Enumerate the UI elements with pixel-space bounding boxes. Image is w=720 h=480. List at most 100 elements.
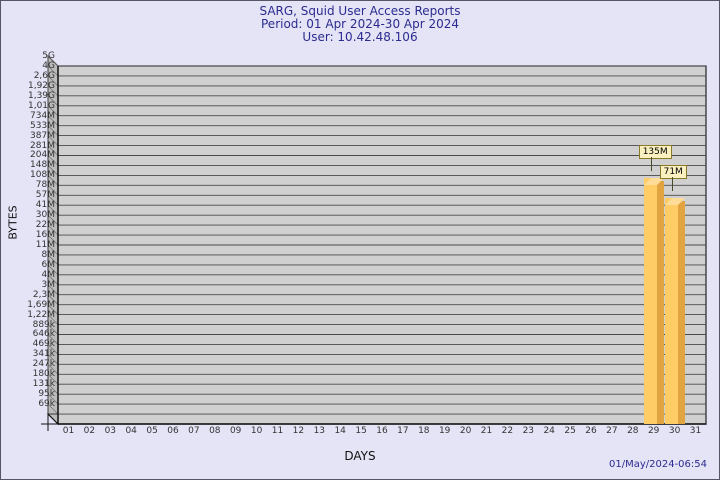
bar-value-label: 135M [638, 145, 672, 160]
x-tick-label: 20 [459, 426, 472, 436]
y-tick-label: 30M [35, 210, 55, 221]
y-tick-label: 180k [32, 369, 55, 380]
y-tick-label: 1,39G [27, 90, 55, 101]
bar-front-face [664, 198, 678, 424]
x-tick-label: 13 [313, 426, 326, 436]
y-tick-label: 95k [38, 389, 55, 400]
bar-front-face [643, 178, 657, 424]
y-tick-label: 734M [30, 110, 55, 121]
wall-tick [47, 105, 59, 116]
wall-tick [47, 175, 59, 186]
wall-tick [47, 294, 59, 305]
wall-tick [47, 274, 59, 286]
wall-tick [47, 373, 59, 385]
x-tick-label: 28 [627, 426, 639, 436]
y-tick-label: 131k [32, 379, 55, 390]
wall-tick [47, 334, 59, 345]
wall-tick [47, 354, 59, 365]
x-tick-label: 15 [355, 426, 367, 436]
x-tick-label: 29 [647, 426, 660, 436]
wall-tick [47, 85, 59, 97]
wall-tick [47, 55, 59, 67]
bar-value-stem [671, 177, 673, 192]
x-tick-label: 10 [250, 426, 263, 436]
y-tick-label: 4M [41, 269, 56, 280]
y-tick-label: 4G [42, 60, 55, 71]
x-tick-label: 31 [689, 426, 702, 436]
x-tick-label: 05 [146, 426, 158, 436]
y-tick-label: 889k [32, 319, 55, 330]
wall-tick [47, 383, 59, 395]
bar-side-face [677, 201, 685, 424]
bar-top-face [664, 191, 685, 206]
x-tick-label: 30 [668, 426, 681, 436]
y-tick-label: 1,01G [27, 100, 55, 111]
x-tick-label: 16 [376, 426, 388, 436]
bar-top-face [643, 171, 664, 186]
x-tick-label: 12 [292, 426, 305, 436]
wall-tick [47, 204, 59, 216]
wall-tick [47, 304, 59, 315]
y-tick-label: 108M [30, 170, 55, 181]
y-tick-label: 204M [30, 150, 55, 161]
y-tick-label: 5G [42, 51, 55, 61]
x-tick-label: 07 [188, 426, 200, 436]
wall-tick [47, 145, 59, 156]
y-axis-label: BYTES [6, 205, 20, 240]
wall-tick [47, 324, 59, 335]
wall-tick [47, 344, 59, 355]
y-tick-label: 247k [32, 359, 55, 370]
wall-tick [47, 264, 59, 276]
y-tick-label: 8M [41, 249, 56, 260]
x-tick-label: 06 [167, 426, 179, 436]
bar [664, 191, 685, 424]
wall-tick [47, 224, 59, 236]
wall-tick [47, 135, 59, 146]
y-tick-label: 78M [35, 180, 55, 191]
wall-tick [47, 115, 59, 126]
y-tick-label: 341k [32, 349, 55, 360]
wall-tick [47, 95, 59, 107]
wall-tick [47, 155, 59, 166]
wall-tick [47, 244, 59, 256]
chart-title-block: SARG, Squid User Access Reports Period: … [1, 5, 719, 44]
wall-tick [47, 165, 59, 176]
y-tick-label: 646k [32, 329, 55, 340]
wall-tick [47, 393, 59, 405]
x-tick-label: 26 [585, 426, 597, 436]
y-tick-label: 148M [30, 160, 55, 171]
wall-tick [47, 254, 59, 266]
x-axis-ticks: 01 02 03 04 05 06 07 08 09 10 11 12 13 14 15 16 17 18 19 20… [1, 427, 719, 443]
bar-side-face [656, 181, 664, 424]
y-tick-label: 41M [35, 200, 55, 211]
y-tick-label: 6M [41, 259, 56, 270]
wall-tick [47, 364, 59, 375]
y-tick-label: 1,22M [27, 309, 55, 320]
wall-tick [47, 65, 59, 77]
y-tick-label: 22M [35, 220, 55, 231]
y-axis-ticks: 5G 4G 2,6G 1,92G 1,39G 1,01G 734M 533M 387M 281M 2… [1, 1, 55, 441]
x-tick-label: 09 [229, 426, 242, 436]
bar-value-stem [650, 157, 652, 172]
x-tick-label: 17 [397, 426, 409, 436]
wall-tick [47, 185, 59, 196]
x-tick-label: 23 [522, 426, 535, 436]
report-user: User: 10.42.48.106 [302, 30, 418, 44]
x-tick-label: 27 [606, 426, 618, 436]
wall-tick [47, 403, 59, 415]
x-tick-label: 03 [104, 426, 117, 436]
y-tick-label: 1,69M [27, 299, 55, 310]
y-tick-label: 281M [30, 140, 55, 151]
x-tick-label: 14 [334, 426, 346, 436]
y-tick-label: 11M [35, 239, 55, 250]
wall-tick [47, 125, 59, 136]
wall-tick [47, 194, 59, 206]
x-tick-label: 22 [501, 426, 514, 436]
y-tick-label: 2,6G [33, 70, 55, 81]
generated-timestamp: 01/May/2024-06:54 [608, 459, 707, 470]
y-tick-label: 387M [30, 130, 55, 141]
y-tick-label: 16M [35, 230, 55, 240]
wall-tick [47, 214, 59, 226]
x-tick-label: 21 [480, 426, 493, 436]
y-tick-label: 57M [35, 190, 55, 201]
